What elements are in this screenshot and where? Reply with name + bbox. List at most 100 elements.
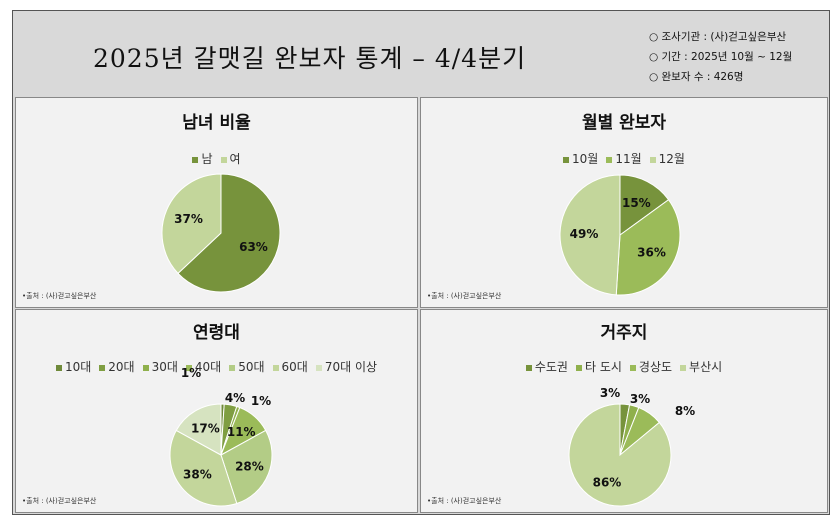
legend-swatch xyxy=(575,364,582,371)
legend-label: 여 xyxy=(229,152,241,166)
legend-item: 경상도 xyxy=(629,360,673,374)
legend-label: 수도권 xyxy=(534,360,568,374)
data-label: 4% xyxy=(225,391,245,405)
source-note: •출처 : (사)걷고싶은부산 xyxy=(427,292,502,300)
legend-swatch xyxy=(629,364,636,371)
pie-slice xyxy=(169,429,238,507)
legend-item: 타 도시 xyxy=(575,360,622,374)
pie-chart: 63% 37% xyxy=(161,173,281,293)
pie-slice xyxy=(161,173,222,275)
info-count: ○ 완보자 수 : 426명 xyxy=(649,71,744,83)
pie-slice xyxy=(568,403,672,507)
legend-swatch xyxy=(606,156,613,163)
legend-swatch xyxy=(680,364,687,371)
chart-title: 월별 완보자 xyxy=(581,113,667,133)
legend-label: 60대 xyxy=(281,360,308,374)
legend-label: 40대 xyxy=(194,360,222,374)
data-label: 1% xyxy=(181,366,201,380)
data-label: 17% xyxy=(191,422,220,436)
gender-panel: 남녀 비율 남 여 63% 37% •출처 : (사)걷고싶은부산 xyxy=(15,97,418,308)
legend-swatch xyxy=(192,156,199,163)
legend-item: 부산시 xyxy=(680,360,722,374)
legend-item: 40대 xyxy=(185,360,222,374)
legend-swatch xyxy=(99,364,106,371)
legend-label: 70대 이상 xyxy=(324,360,378,374)
legend-item: 60대 xyxy=(272,360,308,374)
legend-swatch xyxy=(525,364,532,371)
data-label: 36% xyxy=(637,245,666,259)
data-label: 49% xyxy=(570,227,599,241)
legend-item: 수도권 xyxy=(525,360,568,374)
infographic-frame: 2025년 갈맷길 완보자 통계 – 4/4분기 ○ 조사기관 : (사)걷고싶… xyxy=(12,10,830,515)
legend-swatch xyxy=(315,364,322,371)
legend-label: 30대 xyxy=(151,360,178,374)
legend-label: 11월 xyxy=(615,152,642,166)
legend-item: 50대 xyxy=(229,360,265,374)
legend-item: 30대 xyxy=(142,360,178,374)
legend-label: 12월 xyxy=(658,152,685,166)
pie-slice xyxy=(175,403,222,456)
data-label: 63% xyxy=(239,240,268,254)
data-label: 3% xyxy=(600,386,620,400)
chart-legend: 10월 11월 12월 xyxy=(421,150,827,167)
chart-title: 연령대 xyxy=(193,323,240,343)
chart-title: 거주지 xyxy=(600,323,648,343)
info-agency: ○ 조사기관 : (사)걷고싶은부산 xyxy=(649,31,787,43)
legend-item: 10대 xyxy=(55,360,92,374)
legend-label: 경상도 xyxy=(638,360,673,374)
monthly-panel: 월별 완보자 10월 11월 12월 15% 36% 49% •출처 : (사)걷고싶은부산 xyxy=(420,97,828,308)
survey-info: ○ 조사기관 : (사)걷고싶은부산 ○ 기간 : 2025년 10월 ~ 12… xyxy=(649,27,792,87)
legend-item: 11월 xyxy=(606,152,642,166)
page-title: 2025년 갈맷길 완보자 통계 – 4/4분기 xyxy=(93,44,527,73)
legend-item: 남 xyxy=(192,152,213,166)
chart-legend: 수도권 타 도시 경상도 부산시 xyxy=(421,358,827,375)
source-note: •출처 : (사)걷고싶은부산 xyxy=(427,497,502,505)
data-label: 3% xyxy=(630,392,650,406)
pie-slice xyxy=(220,429,273,505)
info-period: ○ 기간 : 2025년 10월 ~ 12월 xyxy=(649,51,793,63)
legend-item: 여 xyxy=(220,152,241,166)
pie-slice xyxy=(559,174,621,296)
data-label: 15% xyxy=(622,196,651,210)
pie-chart: 15% 36% 49% xyxy=(559,174,681,296)
legend-item: 12월 xyxy=(649,152,685,166)
source-note: •출처 : (사)걷고싶은부산 xyxy=(22,292,97,300)
legend-swatch xyxy=(185,364,192,371)
legend-item: 70대 이상 xyxy=(315,360,378,374)
header: 2025년 갈맷길 완보자 통계 – 4/4분기 ○ 조사기관 : (사)걷고싶… xyxy=(13,11,829,97)
legend-swatch xyxy=(220,156,227,163)
legend-item: 10월 xyxy=(563,152,598,166)
data-label: 8% xyxy=(675,404,695,418)
data-label: 11% xyxy=(227,425,256,439)
pie-slice xyxy=(619,174,670,236)
legend-label: 10대 xyxy=(64,360,92,374)
data-label: 28% xyxy=(235,459,264,473)
legend-label: 20대 xyxy=(108,360,135,374)
age-panel: 연령대 10대 20대 30대 40대 50대 60대 70대 이상 1% 4% 1% 11% 28% 3… xyxy=(15,309,418,513)
legend-label: 타 도시 xyxy=(584,360,622,374)
legend-swatch xyxy=(55,364,62,371)
legend-swatch xyxy=(649,156,656,163)
legend-swatch xyxy=(563,156,570,163)
pie-slice xyxy=(615,199,681,296)
legend-swatch xyxy=(142,364,149,371)
legend-label: 50대 xyxy=(238,360,265,374)
legend-swatch xyxy=(272,364,279,371)
source-note: •출처 : (사)걷고싶은부산 xyxy=(22,497,97,505)
legend-item: 20대 xyxy=(99,360,135,374)
data-label: 37% xyxy=(174,212,203,226)
data-label: 86% xyxy=(593,476,622,490)
legend-label: 10월 xyxy=(572,152,599,166)
pie-chart: 1% 4% 1% 11% 28% 38% 17% xyxy=(169,366,273,507)
legend-label: 남 xyxy=(201,152,213,166)
legend-label: 부산시 xyxy=(689,360,723,374)
legend-swatch xyxy=(229,364,236,371)
pie-slice xyxy=(177,173,281,293)
pie-chart: 3% 3% 8% 86% xyxy=(568,386,695,507)
chart-legend: 10대 20대 30대 40대 50대 60대 70대 이상 xyxy=(16,358,417,375)
chart-title: 남녀 비율 xyxy=(182,113,251,133)
data-label: 1% xyxy=(251,394,271,408)
data-label: 38% xyxy=(183,468,212,482)
